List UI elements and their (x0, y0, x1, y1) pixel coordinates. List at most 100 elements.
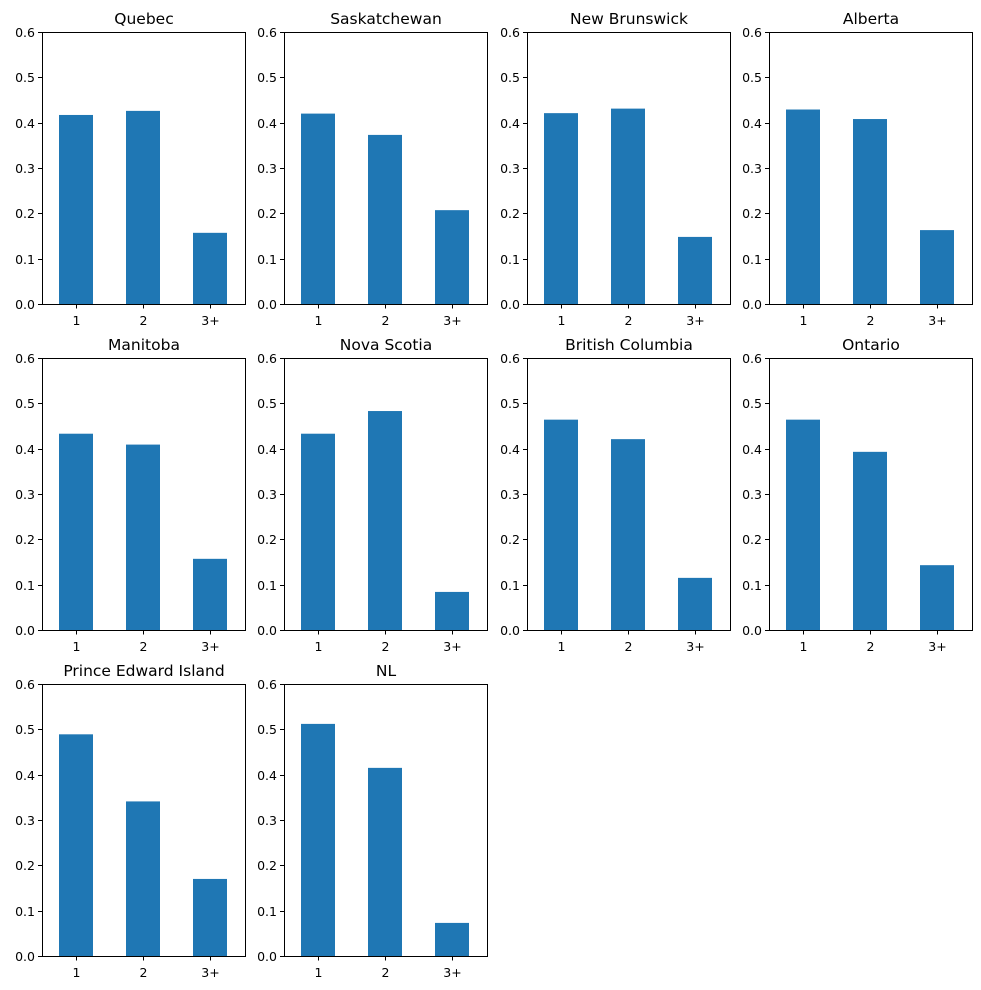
chart-title: Prince Edward Island (63, 662, 224, 680)
x-tick-label: 1 (315, 639, 323, 654)
chart-title: British Columbia (565, 336, 693, 354)
y-tick-label: 0.3 (15, 813, 35, 828)
y-tick-label: 0.5 (257, 70, 277, 85)
bar-2 (611, 108, 645, 304)
bar-2 (853, 451, 887, 630)
y-tick-label: 0.2 (500, 532, 520, 547)
y-tick-label: 0.6 (257, 677, 277, 692)
bar-1 (544, 419, 578, 630)
y-tick-label: 0.5 (15, 70, 35, 85)
x-tick-label: 3+ (201, 639, 219, 654)
y-tick-label: 0.4 (742, 442, 762, 457)
y-tick-label: 0.2 (257, 206, 277, 221)
y-tick-label: 0.3 (500, 487, 520, 502)
x-tick-label: 1 (800, 313, 808, 328)
chart-title: New Brunswick (570, 10, 688, 28)
y-tick-label: 0.3 (15, 487, 35, 502)
y-tick-label: 0.6 (500, 351, 520, 366)
y-tick-label: 0.3 (257, 161, 277, 176)
x-tick-label: 1 (73, 639, 81, 654)
x-tick-label: 2 (867, 639, 875, 654)
bar-2 (126, 444, 160, 630)
y-tick-label: 0.4 (500, 116, 520, 131)
x-tick-label: 2 (625, 639, 633, 654)
y-tick-label: 0.4 (257, 116, 277, 131)
chart-title: Nova Scotia (340, 336, 432, 354)
bar-1 (59, 734, 93, 956)
y-tick-label: 0.2 (15, 858, 35, 873)
subplot: 0.0 0.1 0.2 0.3 0.4 0.5 0.6 1 2 3+ Alberta (742, 10, 973, 328)
y-tick-label: 0.4 (257, 442, 277, 457)
x-tick-label: 1 (73, 965, 81, 980)
x-tick-label: 3+ (686, 639, 704, 654)
y-tick-label: 0.3 (257, 487, 277, 502)
x-tick-label: 2 (140, 639, 148, 654)
y-tick-label: 0.1 (500, 578, 520, 593)
bar-3plus (920, 565, 954, 630)
chart-title: NL (376, 662, 397, 680)
bar-3plus (193, 878, 227, 956)
y-tick-label: 0.6 (742, 25, 762, 40)
y-tick-label: 0.0 (500, 623, 520, 638)
y-tick-label: 0.2 (257, 858, 277, 873)
y-tick-label: 0.0 (742, 297, 762, 312)
bar-3plus (193, 558, 227, 630)
x-tick-label: 3+ (928, 313, 946, 328)
y-tick-label: 0.6 (15, 351, 35, 366)
x-tick-label: 3+ (443, 965, 461, 980)
bar-3plus (435, 210, 469, 304)
x-tick-label: 1 (558, 639, 566, 654)
y-tick-label: 0.3 (257, 813, 277, 828)
bar-3plus (678, 236, 712, 304)
y-tick-label: 0.3 (742, 487, 762, 502)
y-tick-label: 0.6 (257, 25, 277, 40)
chart-title: Alberta (843, 10, 899, 28)
y-tick-label: 0.2 (15, 206, 35, 221)
x-tick-label: 3+ (686, 313, 704, 328)
bar-2 (126, 801, 160, 956)
x-tick-label: 2 (382, 965, 390, 980)
y-tick-label: 0.4 (15, 442, 35, 457)
y-tick-label: 0.5 (500, 396, 520, 411)
x-tick-label: 2 (382, 313, 390, 328)
y-tick-label: 0.3 (500, 161, 520, 176)
y-tick-label: 0.1 (257, 252, 277, 267)
bar-3plus (435, 591, 469, 630)
y-tick-label: 0.2 (742, 532, 762, 547)
bar-1 (301, 433, 335, 630)
subplot: 0.0 0.1 0.2 0.3 0.4 0.5 0.6 1 2 3+ Prince Edward I… (15, 662, 246, 980)
x-tick-label: 2 (382, 639, 390, 654)
y-tick-label: 0.1 (15, 578, 35, 593)
bar-2 (368, 134, 402, 304)
x-tick-label: 1 (315, 313, 323, 328)
y-tick-label: 0.6 (15, 25, 35, 40)
y-tick-label: 0.5 (742, 70, 762, 85)
y-tick-label: 0.0 (257, 949, 277, 964)
y-tick-label: 0.5 (257, 722, 277, 737)
y-tick-label: 0.5 (742, 396, 762, 411)
y-tick-label: 0.2 (742, 206, 762, 221)
chart-title: Ontario (842, 336, 900, 354)
bar-3plus (678, 577, 712, 630)
x-tick-label: 3+ (928, 639, 946, 654)
y-tick-label: 0.0 (15, 623, 35, 638)
bar-3plus (193, 232, 227, 304)
bar-1 (301, 723, 335, 956)
x-tick-label: 3+ (201, 965, 219, 980)
x-tick-label: 1 (800, 639, 808, 654)
y-tick-label: 0.0 (15, 949, 35, 964)
subplot: 0.0 0.1 0.2 0.3 0.4 0.5 0.6 1 2 3+ British Columbi… (500, 336, 731, 654)
y-tick-label: 0.4 (15, 116, 35, 131)
y-tick-label: 0.4 (500, 442, 520, 457)
y-tick-label: 0.4 (742, 116, 762, 131)
y-tick-label: 0.6 (500, 25, 520, 40)
y-tick-label: 0.2 (15, 532, 35, 547)
y-tick-label: 0.2 (500, 206, 520, 221)
bar-1 (59, 433, 93, 630)
bar-1 (301, 113, 335, 304)
chart-title: Quebec (114, 10, 173, 28)
bar-1 (544, 113, 578, 304)
subplot: 0.0 0.1 0.2 0.3 0.4 0.5 0.6 1 2 3+ Quebec (15, 10, 246, 328)
y-tick-label: 0.1 (257, 904, 277, 919)
